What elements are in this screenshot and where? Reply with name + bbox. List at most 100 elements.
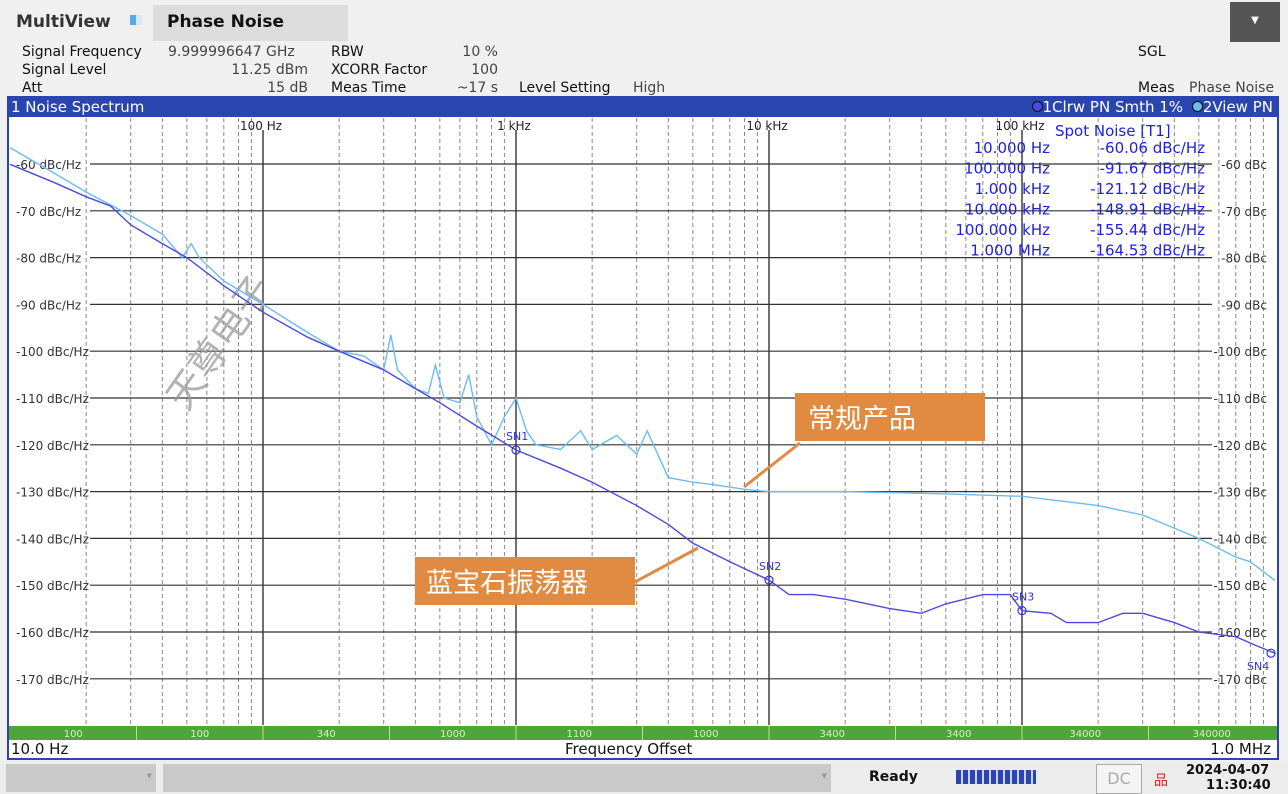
y-tick-label-right: -60 dBc <box>1221 158 1267 172</box>
trace-2-line <box>9 146 1276 582</box>
range-bar-segment: 1100 <box>567 729 592 740</box>
meas-value: Phase Noise <box>1189 80 1275 96</box>
y-tick-label-left: -130 dBc/Hz <box>16 486 89 500</box>
time: 11:30:40 <box>1206 778 1271 793</box>
x-tick-label: 100 Hz <box>240 119 282 133</box>
spot-noise-value: -91.67 dBc/Hz <box>1100 160 1206 178</box>
app-title: MultiView <box>16 12 111 32</box>
field-dropdown-icon: ▼ <box>146 772 152 780</box>
status-field-1[interactable]: ▼ <box>6 764 156 792</box>
signal-frequency-label: Signal Frequency <box>22 44 142 60</box>
field-dropdown-icon: ▼ <box>821 772 827 780</box>
marker-sn1[interactable] <box>511 445 521 455</box>
meas-time-label: Meas Time <box>331 80 407 96</box>
range-bar-segment: 340000 <box>1193 729 1231 740</box>
range-bar-segment: 340 <box>317 729 336 740</box>
rbw-label: RBW <box>331 44 364 60</box>
date: 2024-04-07 <box>1186 763 1270 778</box>
y-tick-label-left: -90 dBc/Hz <box>16 298 81 312</box>
y-tick-label-left: -140 dBc/Hz <box>16 532 89 546</box>
y-tick-label-left: -70 dBc/Hz <box>16 205 81 219</box>
range-bar-segment: 1000 <box>440 729 465 740</box>
annotation-conventional-text: 常规产品 <box>808 404 916 435</box>
marker-sn4[interactable] <box>1266 648 1276 658</box>
y-tick-label-left: -80 dBc/Hz <box>16 252 81 266</box>
x-axis-labels: 100 Hz 1 kHz 10 kHz 100 kHz <box>240 119 1045 133</box>
markers: SN1 SN2 SN3 SN4 <box>506 430 1276 673</box>
y-tick-label-right: -90 dBc <box>1221 298 1267 312</box>
multiview-icon <box>130 15 142 25</box>
range-bar-segment: 3400 <box>820 729 845 740</box>
status-field-2[interactable]: ▼ <box>163 764 831 792</box>
level-setting-label: Level Setting <box>519 80 611 96</box>
trace1-info: 1Clrw PN Smth 1% <box>1042 98 1184 116</box>
window-header: 1 Noise Spectrum 1Clrw PN Smth 1% 2View … <box>9 97 1277 117</box>
tab-phase-noise[interactable]: Phase Noise <box>153 5 348 41</box>
annotation-conventional: 常规产品 <box>743 393 985 489</box>
y-tick-label-left: -170 dBc/Hz <box>16 673 89 687</box>
x-tick-label: 1 kHz <box>497 119 531 133</box>
spot-noise-table: Spot Noise [T1] 10.000 Hz -60.06 dBc/Hz 10… <box>955 122 1205 260</box>
y-tick-label-left: -150 dBc/Hz <box>16 579 89 593</box>
range-bar-segment: 34000 <box>1069 729 1101 740</box>
spot-noise-offset: 10.000 Hz <box>974 139 1051 157</box>
rbw-value: 10 % <box>462 44 498 60</box>
caret-down-icon[interactable]: ▼ <box>1230 2 1280 42</box>
annotation-conventional-box <box>795 393 985 441</box>
start-frequency: 10.0 Hz <box>11 740 69 758</box>
y-tick-label-left: -110 dBc/Hz <box>16 392 89 406</box>
marker-label: SN4 <box>1247 660 1269 673</box>
y-axis-labels: -60 dBc/Hz -60 dBc -70 dBc/Hz -70 dBc -80 dB… <box>16 158 1267 687</box>
y-tick-label-right: -80 dBc <box>1221 252 1267 266</box>
trace-1-line <box>9 163 1276 654</box>
y-tick-label-right: -120 dBc <box>1214 439 1268 453</box>
marker-sn2[interactable] <box>764 575 774 585</box>
xcorr-value: 100 <box>471 62 498 78</box>
marker-label: SN1 <box>506 430 528 443</box>
spot-noise-title: Spot Noise [T1] <box>1055 122 1171 140</box>
y-tick-label-right: -140 dBc <box>1214 532 1268 546</box>
dc-coupling-button[interactable]: DC <box>1096 764 1142 794</box>
x-tick-label: 10 kHz <box>746 119 787 133</box>
trace2-indicator-icon <box>1191 101 1203 112</box>
traces <box>9 146 1276 654</box>
meas-time-value: ~17 s <box>456 80 498 96</box>
annotation-sapphire-text: 蓝宝石振荡器 <box>426 568 588 599</box>
trace1-indicator-icon <box>1031 101 1043 112</box>
range-bar-segment: 100 <box>64 729 83 740</box>
marker-label: SN3 <box>1012 591 1034 604</box>
ready-status: Ready <box>869 769 918 785</box>
marker-sn3[interactable] <box>1017 606 1027 616</box>
noise-spectrum-window <box>7 96 1279 760</box>
meas-label: Meas <box>1138 80 1175 96</box>
spot-noise-value: -164.53 dBc/Hz <box>1090 242 1205 260</box>
annotation-sapphire: 蓝宝石振荡器 <box>415 546 699 605</box>
grid <box>85 118 1264 725</box>
spot-noise-offset: 100.000 Hz <box>964 160 1050 178</box>
spot-noise-value: -121.12 dBc/Hz <box>1090 180 1205 198</box>
att-value: 15 dB <box>267 80 308 96</box>
y-tick-label-left: -100 dBc/Hz <box>16 345 89 359</box>
x-tick-label: 100 kHz <box>996 119 1045 133</box>
annotation-conventional-leader <box>743 441 801 489</box>
x-axis-title: Frequency Offset <box>565 740 693 758</box>
y-tick-label-left: -160 dBc/Hz <box>16 626 89 640</box>
range-bar: 100 100 340 1000 1100 1000 3400 3400 34000 340000 <box>9 726 1277 740</box>
window-title: 1 Noise Spectrum <box>11 98 145 116</box>
status-bar: ▼ ▼ Ready DC 品 2024-04-07 11:30:40 <box>0 762 1288 794</box>
spot-noise-offset: 100.000 kHz <box>955 221 1050 239</box>
level-setting-value: High <box>633 80 666 96</box>
signal-level-value: 11.25 dBm <box>231 62 308 78</box>
y-tick-label-right: -170 dBc <box>1214 673 1268 687</box>
y-tick-label-left: -60 dBc/Hz <box>16 158 81 172</box>
y-tick-label-right: -70 dBc <box>1221 205 1267 219</box>
x-axis-footer: 10.0 Hz Frequency Offset 1.0 MHz <box>9 740 1277 758</box>
trace-info: 1Clrw PN Smth 1% 2View PN <box>1031 97 1273 117</box>
spot-noise-value: -60.06 dBc/Hz <box>1100 139 1206 157</box>
y-tick-label-right: -160 dBc <box>1214 626 1268 640</box>
stop-frequency: 1.0 MHz <box>1210 740 1271 758</box>
y-tick-label-right: -100 dBc <box>1214 345 1268 359</box>
spot-noise-value: -155.44 dBc/Hz <box>1090 221 1205 239</box>
network-icon: 品 <box>1154 773 1168 789</box>
